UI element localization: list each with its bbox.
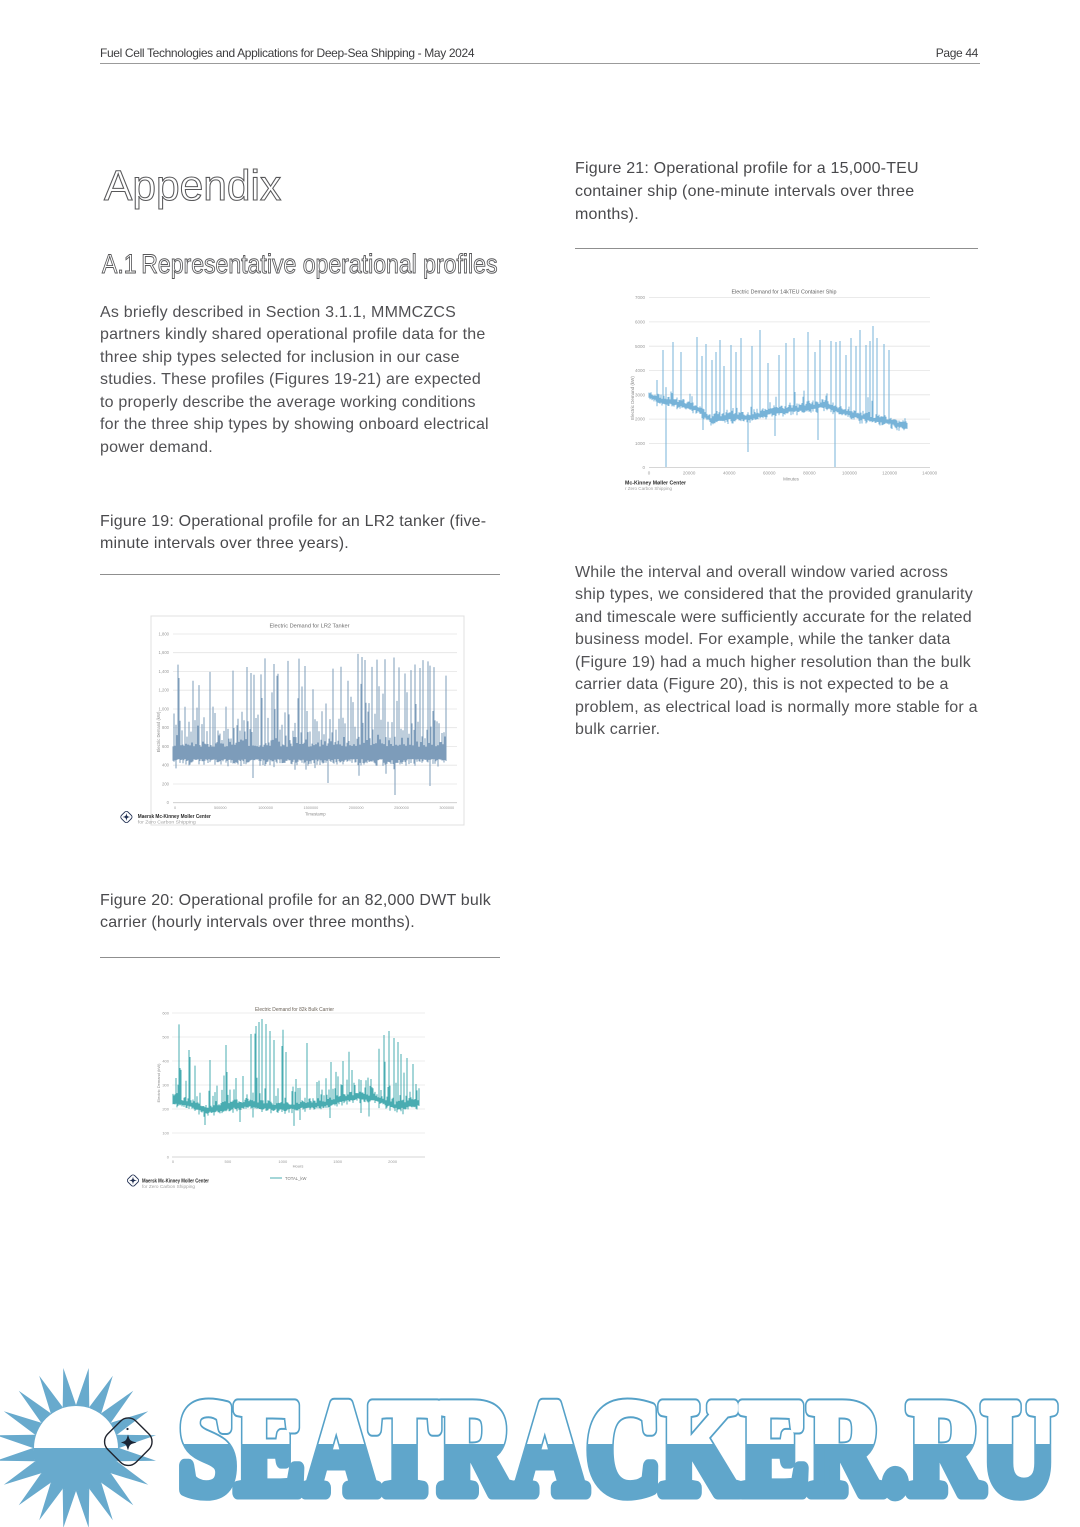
svg-text:r Zero Carbon Shipping: r Zero Carbon Shipping — [625, 486, 672, 492]
svg-text:0: 0 — [172, 1159, 175, 1164]
svg-text:1,600: 1,600 — [159, 650, 170, 655]
svg-text:3000000: 3000000 — [439, 806, 454, 810]
svg-text:500000: 500000 — [214, 806, 227, 810]
svg-text:2000: 2000 — [388, 1159, 398, 1164]
svg-text:800: 800 — [162, 725, 170, 730]
svg-text:200: 200 — [162, 782, 170, 787]
svg-text:1000000: 1000000 — [258, 806, 273, 810]
svg-text:500: 500 — [162, 1034, 169, 1039]
svg-text:400: 400 — [162, 1058, 169, 1063]
svg-text:60000: 60000 — [763, 470, 776, 475]
svg-text:1500: 1500 — [333, 1159, 343, 1164]
svg-text:100000: 100000 — [842, 470, 858, 475]
svg-text:6000: 6000 — [635, 320, 646, 325]
svg-text:120000: 120000 — [882, 470, 898, 475]
svg-text:0: 0 — [642, 465, 645, 470]
svg-text:TOTAL_kW: TOTAL_kW — [285, 1176, 307, 1181]
svg-text:0: 0 — [174, 806, 176, 810]
svg-text:2500000: 2500000 — [394, 806, 409, 810]
svg-text:200: 200 — [162, 1106, 169, 1111]
svg-text:500: 500 — [225, 1159, 232, 1164]
svg-text:Maersk Mc-Kinney Moller Center: Maersk Mc-Kinney Moller Center — [138, 814, 211, 820]
svg-text:Electric Demand for 82k Bulk C: Electric Demand for 82k Bulk Carrier — [255, 1007, 334, 1013]
svg-text:2000: 2000 — [635, 417, 646, 422]
svg-text:20000: 20000 — [683, 470, 696, 475]
svg-text:0: 0 — [167, 1154, 170, 1159]
svg-text:5000: 5000 — [635, 344, 646, 349]
svg-text:SEATRACKER.RU: SEATRACKER.RU — [179, 1374, 1056, 1522]
svg-text:4000: 4000 — [635, 368, 646, 373]
svg-text:Electric Demand (kW): Electric Demand (kW) — [630, 376, 635, 420]
svg-text:7000: 7000 — [635, 295, 646, 300]
svg-text:Electric Demand (kW): Electric Demand (kW) — [156, 711, 161, 752]
svg-text:Electric Demand for LR2 Tanker: Electric Demand for LR2 Tanker — [270, 624, 350, 630]
svg-text:Mc-Kinney Møller Center: Mc-Kinney Møller Center — [625, 481, 686, 487]
svg-text:2000000: 2000000 — [349, 806, 364, 810]
svg-text:Minutes: Minutes — [783, 477, 800, 482]
svg-text:for Zero Carbon Shipping: for Zero Carbon Shipping — [142, 1184, 195, 1190]
svg-text:for Zero Carbon Shipping: for Zero Carbon Shipping — [138, 820, 196, 826]
svg-text:1500000: 1500000 — [304, 806, 319, 810]
svg-text:600: 600 — [162, 1010, 169, 1015]
svg-text:Timestamp: Timestamp — [305, 812, 326, 817]
svg-text:SEATRACKER.RU: SEATRACKER.RU — [179, 1374, 1056, 1522]
svg-text:100: 100 — [162, 1130, 169, 1135]
svg-text:Hours: Hours — [293, 1164, 304, 1169]
svg-text:3000: 3000 — [635, 392, 646, 397]
svg-text:Maersk Mc-Kinney Moller Center: Maersk Mc-Kinney Moller Center — [142, 1179, 209, 1185]
svg-text:1,200: 1,200 — [159, 688, 170, 693]
svg-text:80000: 80000 — [803, 470, 816, 475]
svg-text:1,400: 1,400 — [159, 669, 170, 674]
svg-text:140000: 140000 — [922, 470, 938, 475]
svg-text:1000: 1000 — [635, 441, 646, 446]
svg-text:1,000: 1,000 — [159, 707, 170, 712]
svg-text:40000: 40000 — [723, 470, 736, 475]
svg-text:Electric Demand for 14kTEU Con: Electric Demand for 14kTEU Container Shi… — [732, 290, 837, 296]
svg-text:300: 300 — [162, 1082, 169, 1087]
svg-text:0: 0 — [648, 470, 651, 475]
svg-text:400: 400 — [162, 763, 170, 768]
svg-text:1,800: 1,800 — [159, 632, 170, 637]
svg-text:Electric Demand (kW): Electric Demand (kW) — [156, 1063, 161, 1103]
svg-text:600: 600 — [162, 744, 170, 749]
svg-text:0: 0 — [167, 800, 170, 805]
svg-text:SEATRACKER.RU: SEATRACKER.RU — [179, 1374, 1056, 1522]
svg-text:1000: 1000 — [278, 1159, 288, 1164]
